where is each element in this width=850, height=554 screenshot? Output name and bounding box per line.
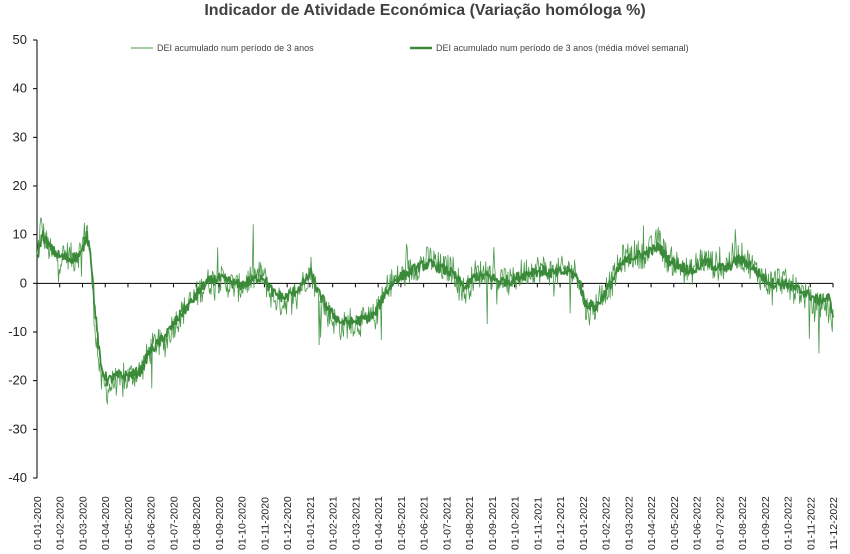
x-tick-label: 01-08-2022 <box>737 496 749 550</box>
y-tick-label: 10 <box>13 227 27 242</box>
x-tick-label: 01-10-2021 <box>510 496 522 550</box>
y-tick-label: -20 <box>8 373 27 388</box>
y-tick-label: 40 <box>13 81 27 96</box>
x-tick-label: 01-10-2020 <box>237 496 249 550</box>
x-tick-label: 01-04-2020 <box>100 496 112 550</box>
x-tick-label: 01-05-2021 <box>396 496 408 550</box>
x-tick-label: 01-04-2021 <box>373 496 385 550</box>
y-tick-label: 30 <box>13 129 27 144</box>
x-tick-label: 01-09-2022 <box>760 496 772 550</box>
y-tick-label: -30 <box>8 421 27 436</box>
x-tick-label: 01-05-2022 <box>669 496 681 550</box>
x-tick-label: 11-12-2022 <box>828 497 840 550</box>
y-tick-label: 0 <box>20 275 27 290</box>
x-tick-label: 01-12-2020 <box>282 496 294 550</box>
x-tick-label: 01-03-2022 <box>623 496 635 550</box>
x-tick-label: 01-11-2021 <box>532 497 544 550</box>
legend-label-1: DEI acumulado num período de 3 anos <box>157 43 314 53</box>
x-tick-label: 01-02-2020 <box>55 496 67 550</box>
x-tick-label: 01-11-2020 <box>259 497 271 550</box>
x-tick-label: 01-07-2021 <box>441 496 453 550</box>
x-tick-label: 01-11-2022 <box>805 497 817 550</box>
x-tick-label: 01-02-2022 <box>601 496 613 550</box>
x-tick-label: 01-08-2021 <box>464 496 476 550</box>
y-tick-label: 50 <box>13 32 27 47</box>
x-tick-label: 01-09-2021 <box>487 496 499 550</box>
x-tick-label: 01-04-2022 <box>646 496 658 550</box>
x-tick-label: 01-01-2022 <box>578 496 590 550</box>
series-line-2 <box>36 230 834 387</box>
x-tick-label: 01-06-2020 <box>146 496 158 550</box>
y-tick-label: 20 <box>13 178 27 193</box>
x-tick-label: 01-07-2022 <box>714 496 726 550</box>
x-tick-label: 01-03-2020 <box>77 496 89 550</box>
series-line-1 <box>36 217 834 405</box>
y-tick-label: -10 <box>8 324 27 339</box>
x-tick-label: 01-06-2022 <box>692 496 704 550</box>
x-tick-label: 01-08-2020 <box>191 496 203 550</box>
x-tick-label: 01-02-2021 <box>328 496 340 550</box>
x-tick-label: 01-12-2021 <box>555 496 567 550</box>
x-tick-label: 01-05-2020 <box>123 496 135 550</box>
x-tick-label: 01-03-2021 <box>350 496 362 550</box>
x-tick-label: 01-07-2020 <box>168 496 180 550</box>
x-tick-label: 01-10-2022 <box>783 496 795 550</box>
y-tick-label: -40 <box>8 470 27 485</box>
legend-label-2: DEI acumulado num período de 3 anos (méd… <box>436 43 689 53</box>
x-tick-label: 01-09-2020 <box>214 496 226 550</box>
x-tick-label: 01-01-2020 <box>32 496 44 550</box>
x-tick-label: 01-01-2021 <box>305 496 317 550</box>
chart-title: Indicador de Atividade Económica (Variaç… <box>204 2 646 19</box>
x-tick-label: 01-06-2021 <box>419 496 431 550</box>
